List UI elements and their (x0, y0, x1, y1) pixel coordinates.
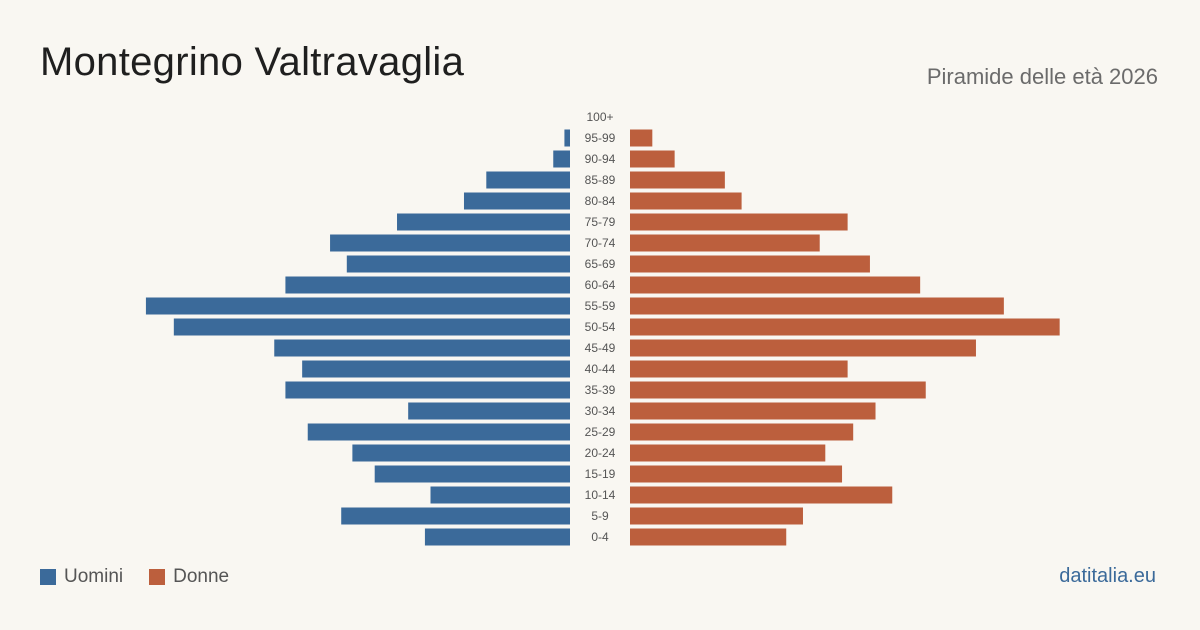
bar-men-15-19 (374, 465, 570, 483)
bar-women-10-14 (630, 486, 893, 504)
age-label-95-99: 95-99 (585, 131, 616, 145)
bar-women-50-54 (630, 318, 1060, 336)
age-label-15-19: 15-19 (585, 467, 616, 481)
bar-women-15-19 (630, 465, 843, 483)
bar-women-45-49 (630, 339, 976, 357)
age-label-0-4: 0-4 (591, 530, 609, 544)
bar-men-85-89 (486, 171, 570, 189)
bar-women-70-74 (630, 234, 820, 252)
age-label-50-54: 50-54 (585, 320, 616, 334)
bar-women-30-34 (630, 402, 876, 420)
bar-women-60-64 (630, 276, 921, 294)
bar-women-25-29 (630, 423, 854, 441)
bar-men-40-44 (302, 360, 570, 378)
chart-title: Montegrino Valtravaglia (40, 40, 465, 84)
bar-men-25-29 (307, 423, 570, 441)
legend: Uomini Donne (40, 566, 229, 588)
bar-men-5-9 (341, 507, 570, 525)
legend-item-men: Uomini (40, 566, 123, 588)
bar-men-95-99 (564, 129, 570, 147)
bar-women-85-89 (630, 171, 725, 189)
bar-women-35-39 (630, 381, 926, 399)
bar-men-90-94 (553, 150, 570, 168)
legend-label-women: Donne (173, 566, 230, 587)
age-label-5-9: 5-9 (591, 509, 609, 523)
bar-men-10-14 (430, 486, 570, 504)
age-label-45-49: 45-49 (585, 341, 616, 355)
bar-men-60-64 (285, 276, 570, 294)
age-label-75-79: 75-79 (585, 215, 616, 229)
bar-men-55-59 (145, 297, 571, 315)
age-label-55-59: 55-59 (585, 299, 616, 313)
site-link[interactable]: datitalia.eu (1059, 565, 1156, 587)
bar-men-65-69 (346, 255, 570, 273)
age-label-80-84: 80-84 (585, 194, 616, 208)
bar-men-70-74 (330, 234, 570, 252)
bar-men-50-54 (173, 318, 570, 336)
bar-men-45-49 (274, 339, 570, 357)
age-label-30-34: 30-34 (585, 404, 616, 418)
bar-women-20-24 (630, 444, 826, 462)
legend-label-men: Uomini (64, 566, 124, 587)
legend-item-women: Donne (149, 566, 229, 588)
age-label-90-94: 90-94 (585, 152, 616, 166)
bar-women-80-84 (630, 192, 742, 210)
age-label-25-29: 25-29 (585, 425, 616, 439)
age-label-10-14: 10-14 (585, 488, 616, 502)
age-label-85-89: 85-89 (585, 173, 616, 187)
bar-women-95-99 (630, 129, 653, 147)
age-label-40-44: 40-44 (585, 362, 616, 376)
age-label-35-39: 35-39 (585, 383, 616, 397)
bar-women-90-94 (630, 150, 675, 168)
age-label-65-69: 65-69 (585, 257, 616, 271)
bar-men-75-79 (397, 213, 570, 231)
bar-women-65-69 (630, 255, 870, 273)
bar-women-75-79 (630, 213, 848, 231)
legend-swatch-men (40, 569, 56, 585)
bar-women-5-9 (630, 507, 803, 525)
bar-men-0-4 (424, 528, 570, 546)
age-label-20-24: 20-24 (585, 446, 616, 460)
age-label-100+: 100+ (586, 110, 613, 124)
bar-men-20-24 (352, 444, 570, 462)
bar-women-55-59 (630, 297, 1004, 315)
legend-swatch-women (149, 569, 166, 585)
age-label-70-74: 70-74 (585, 236, 616, 250)
bar-men-35-39 (285, 381, 570, 399)
bar-women-0-4 (630, 528, 787, 546)
bar-men-80-84 (463, 192, 570, 210)
age-label-60-64: 60-64 (585, 278, 616, 292)
chart-subtitle: Piramide delle età 2026 (926, 64, 1158, 89)
bar-men-30-34 (408, 402, 570, 420)
bar-women-40-44 (630, 360, 848, 378)
